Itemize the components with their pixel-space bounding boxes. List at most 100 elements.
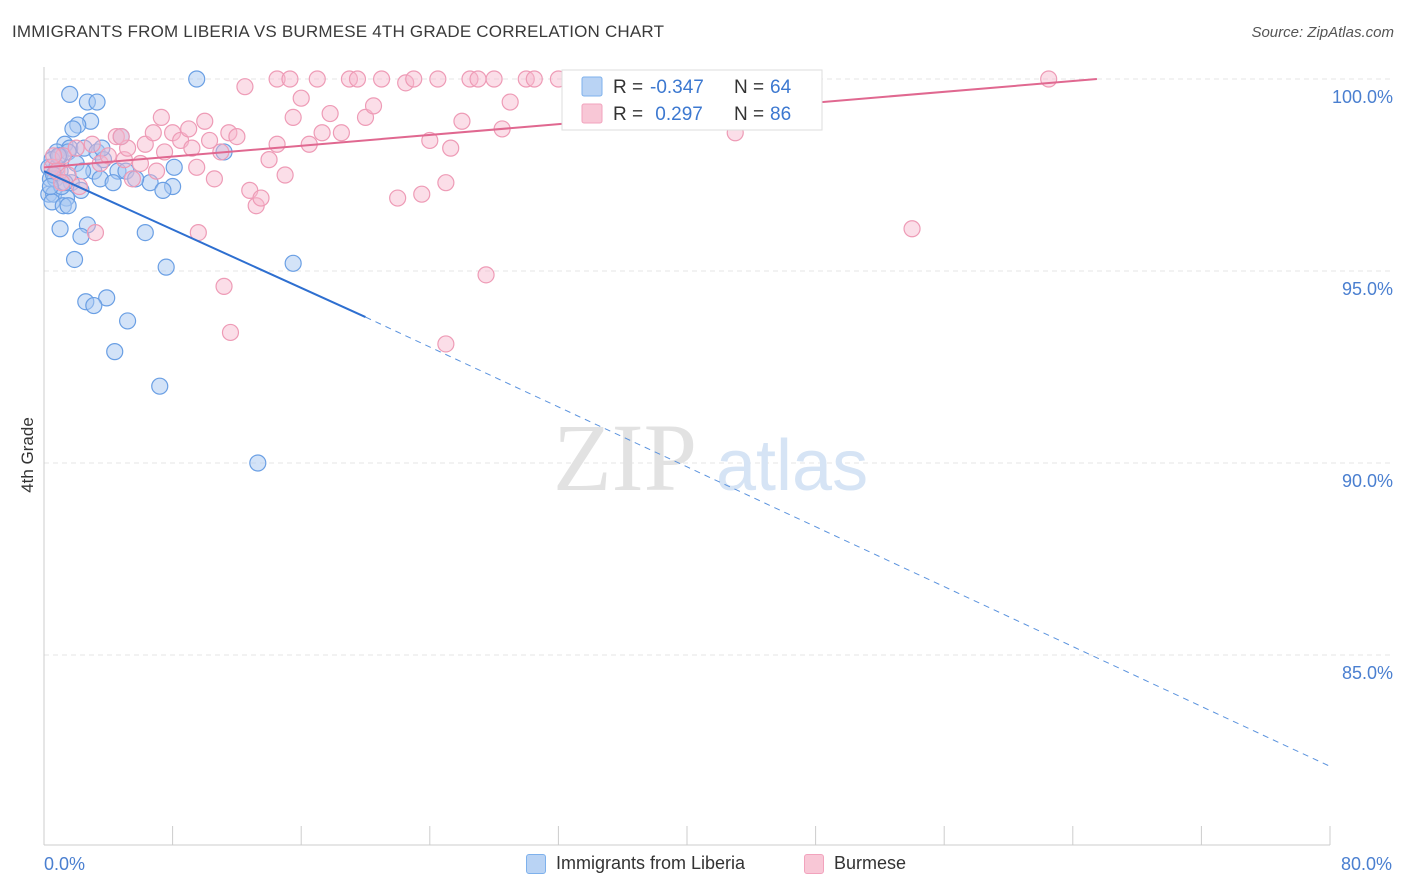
series-burmese-points: [43, 70, 1058, 353]
x-tick-labels: 0.0% 80.0%: [44, 854, 1392, 874]
burmese-point: [903, 220, 921, 238]
burmese-point: [268, 135, 286, 153]
y-tick-label: 100.0%: [1332, 87, 1393, 107]
legend-r-label: R =: [613, 77, 643, 98]
liberia-point: [151, 377, 169, 395]
liberia-point: [284, 254, 302, 272]
burmese-point: [112, 128, 130, 146]
burmese-point: [220, 124, 238, 142]
series-legend: Immigrants from Liberia Burmese: [0, 850, 1406, 880]
burmese-point: [180, 120, 198, 138]
burmese-point: [196, 112, 214, 130]
burmese-point: [284, 108, 302, 127]
burmese-point: [442, 139, 460, 157]
x-tick-label: 0.0%: [44, 854, 85, 874]
burmese-point: [45, 147, 63, 165]
legend-swatch-burmese: [581, 103, 603, 124]
burmese-point: [485, 70, 503, 88]
burmese-point: [501, 93, 519, 111]
burmese-point: [437, 335, 455, 353]
burmese-point: [405, 70, 423, 88]
burmese-point: [228, 128, 246, 146]
legend-item-liberia[interactable]: Immigrants from Liberia: [526, 853, 745, 874]
liberia-point: [41, 177, 60, 196]
burmese-point: [429, 70, 447, 88]
burmese-point: [205, 170, 223, 188]
correlation-legend: R = -0.347 N = 64 R = 0.297 N = 86: [561, 69, 823, 131]
burmese-point: [268, 70, 286, 88]
watermark-zip: ZIP: [553, 404, 697, 511]
burmese-point: [389, 189, 407, 207]
liberia-trend-dashed: [365, 316, 1331, 767]
legend-label-liberia: Immigrants from Liberia: [556, 853, 746, 873]
burmese-point: [144, 124, 162, 142]
legend-r-value: 0.297: [650, 104, 703, 125]
liberia-point: [59, 197, 77, 215]
burmese-point: [364, 97, 383, 115]
y-tick-label: 90.0%: [1342, 471, 1393, 491]
burmese-point: [99, 147, 117, 165]
burmese-point: [453, 112, 471, 130]
burmese-point: [469, 70, 487, 88]
burmese-point: [183, 139, 201, 157]
burmese-point: [54, 147, 72, 165]
legend-n-value: 86: [770, 104, 791, 125]
burmese-point: [147, 162, 166, 180]
legend-n-label: N =: [734, 77, 764, 98]
liberia-point: [65, 250, 84, 269]
burmese-point: [437, 174, 455, 192]
burmese-point: [200, 131, 219, 150]
liberia-point: [73, 162, 92, 180]
burmese-point: [308, 70, 326, 88]
burmese-point: [83, 135, 101, 153]
liberia-point: [136, 224, 154, 242]
liberia-point: [154, 181, 172, 199]
axes: [43, 67, 1331, 846]
legend-r-value: -0.347: [650, 77, 704, 98]
y-tick-label: 85.0%: [1342, 663, 1393, 683]
liberia-point: [61, 85, 79, 103]
watermark-atlas: atlas: [716, 426, 868, 506]
burmese-point: [525, 70, 543, 88]
liberia-point: [51, 220, 69, 238]
legend-label-burmese: Burmese: [834, 853, 907, 873]
burmese-point: [292, 89, 310, 107]
legend-n-label: N =: [734, 104, 764, 125]
burmese-point: [321, 104, 339, 123]
burmese-point: [313, 124, 331, 142]
watermark: ZIP atlas: [553, 404, 868, 511]
liberia-point: [157, 258, 175, 276]
burmese-point: [236, 78, 254, 96]
burmese-point: [332, 124, 350, 142]
liberia-point: [98, 289, 116, 307]
legend-r-label: R =: [613, 104, 643, 125]
y-tick-label: 95.0%: [1342, 279, 1393, 299]
burmese-point: [372, 70, 391, 88]
y-tick-labels: 85.0% 90.0% 95.0% 100.0%: [1332, 87, 1393, 683]
legend-item-burmese[interactable]: Burmese: [804, 853, 906, 874]
liberia-trend-solid: [43, 170, 366, 318]
burmese-point: [421, 131, 439, 150]
burmese-point: [86, 224, 105, 242]
liberia-point: [85, 296, 103, 315]
liberia-point: [188, 70, 206, 88]
liberia-point: [118, 312, 137, 330]
chart-source: Source: ZipAtlas.com: [1251, 24, 1394, 41]
burmese-point: [67, 139, 85, 157]
chart-title: IMMIGRANTS FROM LIBERIA VS BURMESE 4TH G…: [12, 22, 665, 41]
burmese-point: [348, 70, 367, 88]
liberia-point: [88, 93, 106, 111]
burmese-point: [152, 108, 170, 127]
burmese-point: [281, 70, 299, 88]
burmese-point: [260, 151, 278, 169]
liberia-point: [165, 158, 183, 176]
liberia-point: [72, 227, 90, 246]
burmese-point: [107, 128, 125, 146]
liberia-point: [249, 454, 267, 472]
legend-box-frame: [561, 69, 823, 131]
legend-swatch-burmese: [804, 853, 824, 874]
x-tick-label: 80.0%: [1341, 854, 1392, 874]
burmese-point: [215, 277, 233, 295]
liberia-point: [64, 120, 82, 138]
